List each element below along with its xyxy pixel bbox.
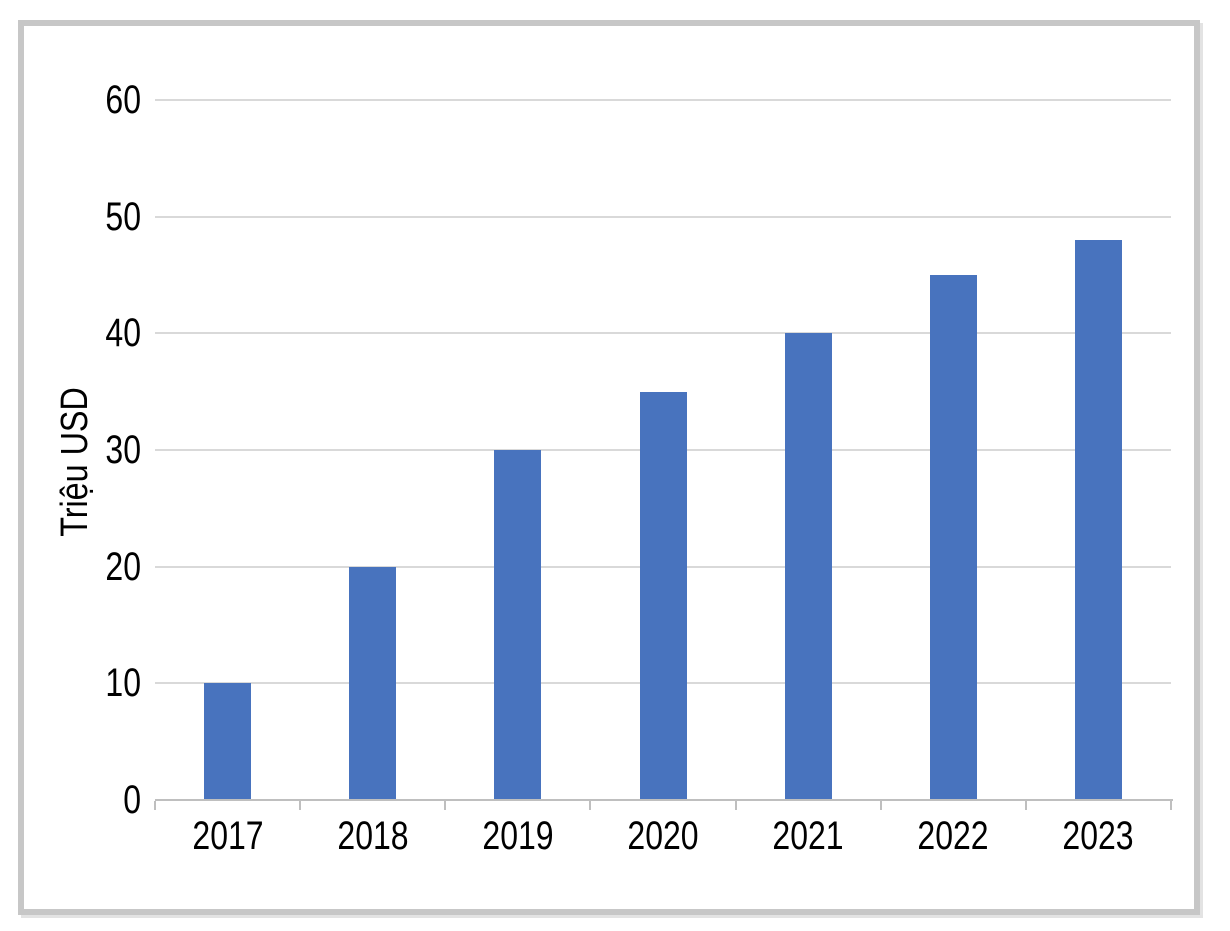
x-tick-label: 2018	[337, 814, 409, 858]
bar-2019	[494, 450, 542, 800]
bar-2023	[1074, 240, 1122, 800]
x-axis-tick	[1024, 801, 1027, 810]
x-tick-label: 2020	[627, 814, 699, 858]
y-tick-label: 30	[105, 428, 141, 472]
x-axis-tick	[299, 801, 302, 810]
y-tick-label: 40	[105, 311, 141, 356]
x-tick-label: 2019	[482, 814, 554, 858]
bar-2020	[639, 391, 687, 800]
x-axis-line	[155, 799, 1173, 801]
y-tick-label: 50	[105, 194, 141, 239]
x-axis-tick	[444, 801, 447, 810]
x-tick-label: 2017	[191, 814, 264, 858]
bar-2022	[929, 275, 977, 800]
x-axis-tick	[879, 801, 882, 810]
x-tick-label: 2022	[917, 814, 989, 858]
gridline	[155, 215, 1171, 218]
bar-2017	[204, 683, 252, 800]
bar-2018	[349, 566, 397, 800]
y-tick-label: 0	[123, 778, 141, 822]
y-tick-label: 60	[105, 78, 141, 122]
gridline	[155, 332, 1171, 335]
y-tick-label: 20	[105, 544, 141, 589]
gridline	[155, 99, 1171, 101]
x-axis-tick	[154, 801, 156, 810]
x-tick-label: 2021	[772, 814, 844, 858]
x-axis-tick	[1170, 801, 1172, 810]
x-axis-tick	[734, 801, 737, 810]
y-tick-label: 10	[105, 661, 141, 706]
x-tick-label: 2023	[1062, 814, 1135, 858]
bar-2021	[784, 333, 832, 800]
x-axis-tick	[589, 801, 592, 810]
